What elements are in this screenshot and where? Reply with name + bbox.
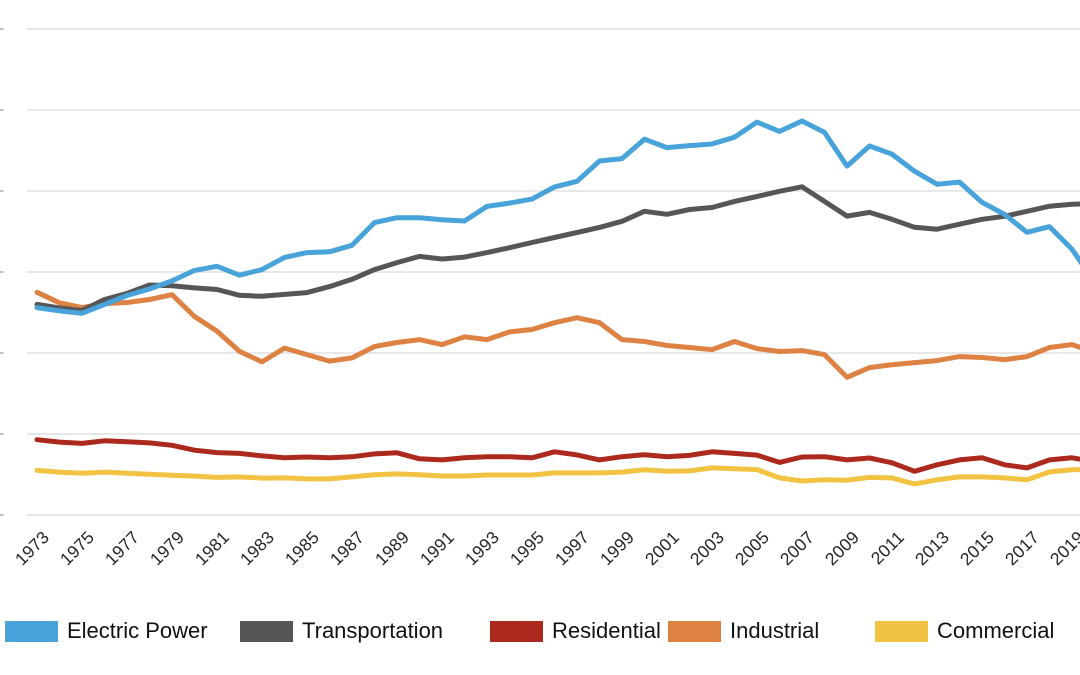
legend-label: Electric Power — [67, 618, 208, 643]
series-line-electric-power — [34, 118, 1080, 316]
legend-label: Commercial — [937, 618, 1055, 643]
legend-item-industrial: Industrial — [668, 615, 819, 647]
legend-item-residential: Residential — [490, 615, 661, 647]
legend-swatch-icon — [668, 620, 721, 642]
series-line-transportation — [34, 184, 1080, 314]
legend: Electric Power Transportation Residential I… — [0, 615, 1080, 655]
legend-item-commercial: Commercial — [875, 615, 1054, 647]
legend-label: Transportation — [302, 618, 444, 643]
legend-label: Residential — [552, 618, 661, 643]
series-line-commercial — [34, 465, 1080, 487]
legend-swatch-icon — [240, 620, 293, 642]
legend-swatch-icon — [5, 620, 58, 642]
legend-item-electric-power: Electric Power — [5, 615, 208, 647]
legend-item-transportation: Transportation — [240, 615, 443, 647]
legend-swatch-icon — [875, 620, 928, 642]
legend-swatch-icon — [490, 620, 543, 642]
plot-area — [0, 28, 1080, 516]
legend-label: Industrial — [730, 618, 820, 643]
series-line-residential — [34, 437, 1080, 474]
series-line-industrial — [34, 289, 1080, 380]
